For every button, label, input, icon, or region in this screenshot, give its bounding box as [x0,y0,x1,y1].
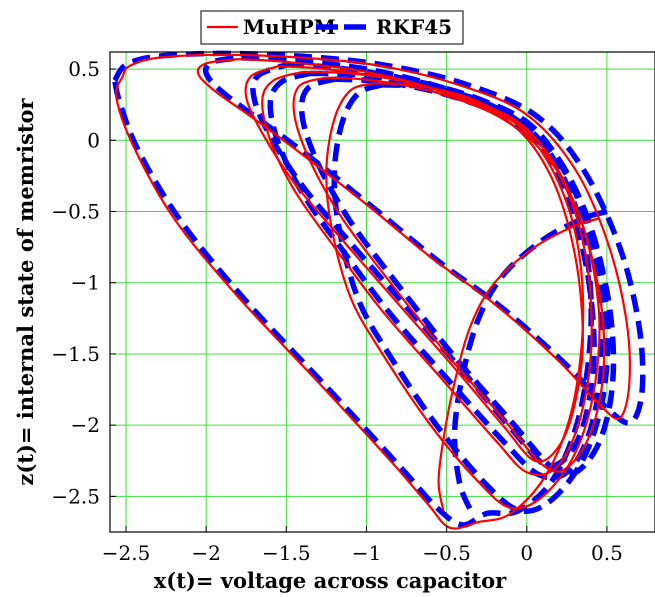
series-muhpm-line [437,217,600,511]
x-tick-label: −1.5 [262,541,311,565]
y-axis-title: z(t)= internal state of memristor [13,97,38,485]
series-muhpm [114,53,631,530]
x-tick-label: −2.5 [102,541,151,565]
x-tick-label: 0.5 [591,541,623,565]
y-axis: 0.5 0 −0.5 −1 −1.5 −2 −2.5 [51,57,116,508]
x-axis: −2.5 −2 −1.5 −1 −0.5 0 0.5 [102,526,623,565]
y-tick-label: 0 [87,128,100,152]
x-tick-label: −0.5 [422,541,471,565]
series-rkf45-line [112,79,594,528]
x-axis-title: x(t)= voltage across capacitor [154,568,507,593]
legend-label-rkf45: RKF45 [376,15,452,39]
series-rkf45 [112,50,646,528]
x-tick-label: −2 [191,541,220,565]
x-tick-label: −1 [352,541,381,565]
legend: MuHPM RKF45 [200,10,464,45]
y-tick-label: −2 [71,413,100,437]
series-rkf45-line [267,62,606,481]
series-muhpm-line [114,75,585,530]
y-tick-label: 0.5 [68,57,100,81]
y-tick-label: −0.5 [51,200,100,224]
series-layer [112,50,646,530]
plot-frame [109,51,655,533]
series-muhpm-line [238,58,584,463]
y-tick-label: −1.5 [51,342,100,366]
series-muhpm-line [325,76,601,510]
y-tick-label: −1 [71,271,100,295]
y-tick-label: −2.5 [51,484,100,508]
x-tick-label: 0 [520,541,533,565]
grid [110,52,655,532]
